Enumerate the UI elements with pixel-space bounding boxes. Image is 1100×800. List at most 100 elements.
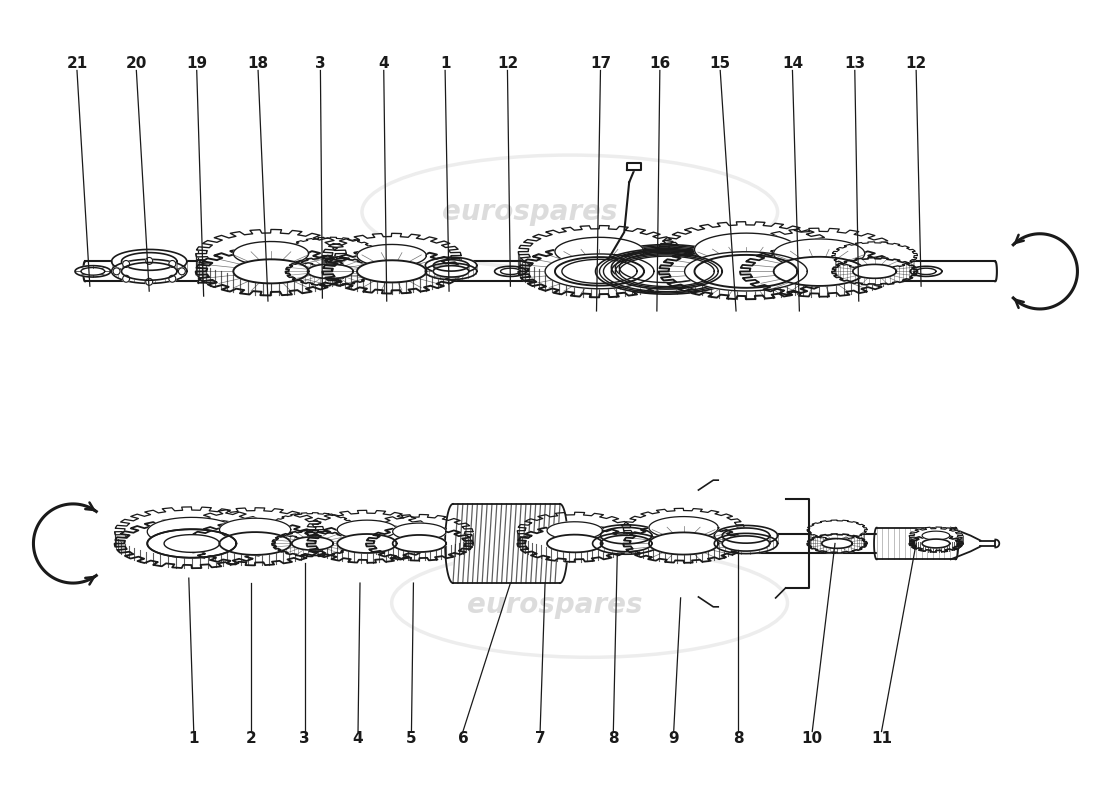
- Text: 18: 18: [248, 56, 268, 71]
- Polygon shape: [562, 259, 637, 283]
- Polygon shape: [773, 239, 865, 268]
- Polygon shape: [220, 532, 290, 555]
- Circle shape: [178, 268, 185, 275]
- Text: 1: 1: [188, 731, 199, 746]
- Polygon shape: [852, 264, 896, 278]
- Polygon shape: [233, 242, 308, 266]
- Polygon shape: [832, 258, 917, 285]
- Polygon shape: [292, 537, 333, 550]
- Polygon shape: [910, 266, 942, 277]
- Polygon shape: [366, 526, 473, 561]
- Polygon shape: [619, 256, 714, 286]
- Polygon shape: [615, 251, 718, 284]
- Polygon shape: [393, 523, 447, 540]
- Polygon shape: [922, 531, 949, 540]
- Polygon shape: [114, 518, 270, 568]
- Polygon shape: [433, 266, 469, 277]
- Text: 7: 7: [535, 731, 546, 746]
- Polygon shape: [517, 525, 632, 562]
- Polygon shape: [307, 510, 427, 549]
- Polygon shape: [723, 536, 770, 551]
- Polygon shape: [338, 520, 397, 539]
- Polygon shape: [916, 268, 936, 274]
- Polygon shape: [322, 234, 461, 278]
- Text: 3: 3: [315, 56, 326, 71]
- Polygon shape: [220, 518, 290, 541]
- Polygon shape: [627, 162, 641, 170]
- Polygon shape: [740, 228, 899, 279]
- Polygon shape: [121, 262, 177, 280]
- Polygon shape: [694, 233, 798, 266]
- Polygon shape: [624, 524, 744, 563]
- Text: 17: 17: [590, 56, 610, 71]
- Text: 19: 19: [186, 56, 207, 71]
- Polygon shape: [615, 255, 718, 288]
- Text: 1: 1: [440, 56, 450, 71]
- Circle shape: [123, 275, 130, 282]
- Text: eurospares: eurospares: [442, 198, 618, 226]
- Text: 14: 14: [782, 56, 803, 71]
- Polygon shape: [624, 508, 744, 547]
- Circle shape: [146, 258, 153, 264]
- Text: 4: 4: [353, 731, 363, 746]
- Polygon shape: [358, 245, 427, 266]
- Polygon shape: [649, 517, 718, 538]
- Polygon shape: [111, 259, 187, 283]
- Polygon shape: [601, 527, 652, 544]
- Text: 20: 20: [125, 56, 147, 71]
- Polygon shape: [75, 266, 111, 277]
- Polygon shape: [659, 243, 833, 299]
- Polygon shape: [338, 534, 397, 553]
- Text: 12: 12: [497, 56, 518, 71]
- Polygon shape: [196, 247, 346, 295]
- Text: 9: 9: [669, 731, 679, 746]
- Polygon shape: [147, 530, 236, 558]
- Polygon shape: [121, 253, 177, 270]
- Polygon shape: [601, 535, 652, 552]
- Polygon shape: [307, 524, 427, 563]
- Polygon shape: [308, 264, 353, 278]
- Polygon shape: [593, 533, 660, 554]
- Polygon shape: [546, 254, 653, 289]
- Polygon shape: [495, 266, 526, 277]
- Circle shape: [113, 268, 120, 275]
- Polygon shape: [595, 245, 738, 290]
- Polygon shape: [517, 512, 632, 549]
- Polygon shape: [593, 525, 660, 546]
- Polygon shape: [164, 534, 220, 552]
- Polygon shape: [595, 249, 738, 294]
- Circle shape: [146, 278, 153, 286]
- Circle shape: [168, 275, 176, 282]
- Text: 21: 21: [66, 56, 88, 71]
- Polygon shape: [807, 520, 867, 539]
- Polygon shape: [358, 260, 427, 282]
- Text: 11: 11: [871, 731, 892, 746]
- Polygon shape: [714, 526, 778, 546]
- Polygon shape: [604, 247, 730, 288]
- Polygon shape: [393, 535, 447, 552]
- Polygon shape: [187, 508, 323, 551]
- Polygon shape: [426, 263, 476, 279]
- Text: 2: 2: [245, 731, 256, 746]
- Text: 15: 15: [710, 56, 730, 71]
- Polygon shape: [554, 257, 643, 286]
- Polygon shape: [322, 249, 461, 294]
- Polygon shape: [694, 255, 798, 288]
- Polygon shape: [233, 259, 308, 283]
- Polygon shape: [81, 267, 104, 275]
- Text: 13: 13: [844, 56, 866, 71]
- Polygon shape: [773, 257, 865, 286]
- Polygon shape: [619, 252, 714, 282]
- Polygon shape: [433, 260, 469, 271]
- Polygon shape: [518, 246, 681, 298]
- Text: 12: 12: [905, 56, 927, 71]
- Polygon shape: [196, 230, 346, 278]
- Polygon shape: [500, 268, 520, 274]
- Polygon shape: [366, 514, 473, 549]
- Polygon shape: [285, 237, 375, 266]
- Polygon shape: [600, 250, 734, 293]
- Circle shape: [123, 261, 130, 267]
- Polygon shape: [272, 513, 353, 538]
- Polygon shape: [114, 507, 270, 556]
- Text: 6: 6: [458, 731, 469, 746]
